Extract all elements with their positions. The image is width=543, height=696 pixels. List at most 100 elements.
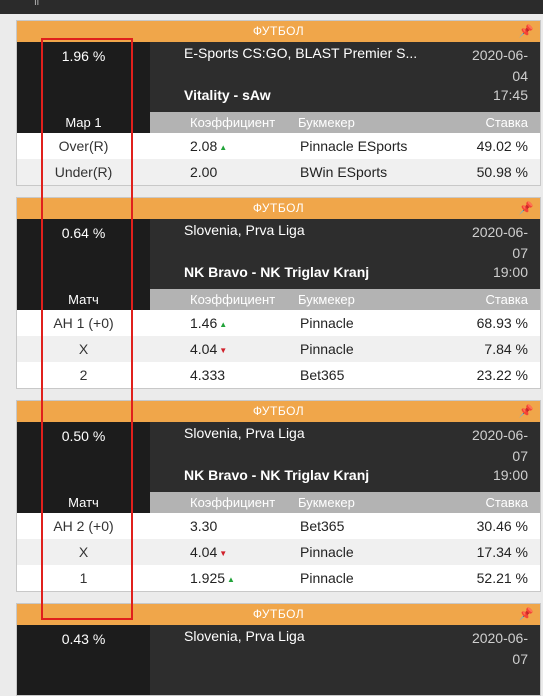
bookmaker[interactable]: Bet365 (300, 367, 345, 383)
column-headers: Коэффициент Букмекер Ставка (150, 492, 540, 513)
coefficient: 4.04 ▼ (190, 336, 227, 365)
profit-percent: 0.50 % (17, 422, 150, 492)
odds-values: 1.46 ▲ Pinnacle 68.93 % (150, 310, 540, 336)
pin-icon[interactable]: 📌 (518, 24, 534, 38)
category-label: ФУТБОЛ (252, 24, 305, 38)
event-date-year-month: 2020-06- (471, 224, 528, 240)
category-bar: ФУТБОЛ 📌 (17, 21, 540, 42)
event-date-day: 07 (512, 448, 528, 464)
arrow-down-icon: ▼ (219, 549, 228, 558)
outcome: X (17, 539, 150, 565)
league-name: Slovenia, Prva Liga (184, 222, 305, 238)
arrow-down-icon: ▼ (219, 346, 228, 355)
odds-header: Матч Коэффициент Букмекер Ставка (17, 492, 540, 513)
column-bookmaker: Букмекер (298, 115, 355, 130)
top-toolbar-strip: ıl (0, 0, 543, 14)
coefficient: 3.30 (190, 513, 217, 539)
outcome: 1 (79, 570, 88, 586)
outcome: 2 (79, 367, 88, 383)
coefficient-value: 4.04 (190, 341, 218, 357)
league-name: Slovenia, Prva Liga (184, 628, 305, 644)
event-details: Slovenia, Prva Liga NK Bravo - NK Trigla… (150, 422, 540, 492)
coefficient-value: 2.00 (190, 164, 218, 180)
odds-row[interactable]: X 4.04 ▼ Pinnacle 17.34 % (17, 539, 540, 565)
event-time: 17:45 (492, 87, 528, 103)
column-stake: Ставка (485, 495, 528, 510)
coefficient-value: 1.46 (190, 315, 218, 331)
arb-card[interactable]: ФУТБОЛ 📌 0.43 % Slovenia, Prva Liga 2020… (16, 603, 541, 696)
market-name: Map 1 (17, 112, 150, 133)
profit-percent: 0.43 % (17, 625, 150, 695)
coefficient: 1.46 ▲ (190, 310, 227, 339)
category-label: ФУТБОЛ (252, 201, 305, 215)
outcome: Over(R) (58, 138, 109, 154)
event-details: Slovenia, Prva Liga 2020-06- 07 (150, 625, 540, 695)
event-date: 2020-06- 07 (472, 628, 528, 670)
stake: 17.34 % (476, 544, 528, 560)
bookmaker[interactable]: BWin ESports (300, 164, 388, 180)
stake: 30.46 % (476, 518, 528, 534)
category-bar: ФУТБОЛ 📌 (17, 198, 540, 219)
column-stake: Ставка (485, 115, 528, 130)
bookmaker[interactable]: Pinnacle (300, 544, 354, 560)
coefficient: 4.333 (190, 362, 225, 388)
odds-row[interactable]: 1 1.925 ▲ Pinnacle 52.21 % (17, 565, 540, 591)
pin-icon[interactable]: 📌 (518, 201, 534, 215)
odds-values: 4.04 ▼ Pinnacle 17.34 % (150, 539, 540, 565)
odds-values: 1.925 ▲ Pinnacle 52.21 % (150, 565, 540, 591)
bookmaker[interactable]: Pinnacle (300, 315, 354, 331)
odds-row[interactable]: Under(R) 2.00 BWin ESports 50.98 % (17, 159, 540, 185)
match-name[interactable]: NK Bravo - NK Triglav Kranj (184, 467, 370, 483)
coefficient: 4.04 ▼ (190, 539, 227, 568)
event-details: Slovenia, Prva Liga NK Bravo - NK Trigla… (150, 219, 540, 289)
category-bar: ФУТБОЛ 📌 (17, 401, 540, 422)
bookmaker[interactable]: Pinnacle (300, 341, 354, 357)
bookmaker[interactable]: Pinnacle (300, 570, 354, 586)
odds-row[interactable]: Over(R) 2.08 ▲ Pinnacle ESports 49.02 % (17, 133, 540, 159)
arbitrage-list: ФУТБОЛ 📌 1.96 % E-Sports CS:GO, BLAST Pr… (16, 20, 541, 696)
market-name: Матч (17, 289, 150, 310)
event-date-year-month: 2020-06- (471, 47, 528, 63)
odds-row[interactable]: X 4.04 ▼ Pinnacle 7.84 % (17, 336, 540, 362)
coefficient: 2.00 (190, 159, 217, 185)
match-name[interactable]: NK Bravo - NK Triglav Kranj (184, 264, 370, 280)
arrow-up-icon: ▲ (219, 143, 228, 152)
bookmaker[interactable]: Pinnacle ESports (300, 138, 408, 154)
event-info: 0.50 % Slovenia, Prva Liga NK Bravo - NK… (17, 422, 540, 492)
arb-card[interactable]: ФУТБОЛ 📌 0.64 % Slovenia, Prva Liga NK B… (16, 197, 541, 389)
event-date: 2020-06- 07 (472, 425, 528, 467)
odds-values: 3.30 Bet365 30.46 % (150, 513, 540, 539)
event-date-year-month: 2020-06- (471, 427, 528, 443)
profit-percent: 0.64 % (17, 219, 150, 289)
market-name: Матч (17, 492, 150, 513)
event-info: 0.43 % Slovenia, Prva Liga 2020-06- 07 (17, 625, 540, 695)
stake: 68.93 % (476, 315, 528, 331)
arb-card[interactable]: ФУТБОЛ 📌 0.50 % Slovenia, Prva Liga NK B… (16, 400, 541, 592)
arrow-up-icon: ▲ (227, 575, 235, 584)
pin-icon[interactable]: 📌 (518, 607, 534, 621)
stake: 50.98 % (476, 164, 528, 180)
category-label: ФУТБОЛ (252, 404, 305, 418)
odds-header: Матч Коэффициент Букмекер Ставка (17, 289, 540, 310)
bookmaker[interactable]: Bet365 (300, 518, 345, 534)
odds-row[interactable]: AH 1 (+0) 1.46 ▲ Pinnacle 68.93 % (17, 310, 540, 336)
event-date: 2020-06- 04 (472, 45, 528, 87)
column-bookmaker: Букмекер (298, 495, 355, 510)
stake: 23.22 % (476, 367, 528, 383)
column-bookmaker: Букмекер (298, 292, 355, 307)
odds-values: 2.00 BWin ESports 50.98 % (150, 159, 540, 185)
match-name[interactable]: Vitality - sAw (184, 87, 271, 103)
arrow-up-icon: ▲ (219, 320, 228, 329)
league-name: E-Sports CS:GO, BLAST Premier S... (184, 45, 418, 61)
event-date-day: 07 (512, 651, 528, 667)
event-date-year-month: 2020-06- (471, 630, 528, 646)
outcome: AH 2 (+0) (53, 518, 114, 534)
coefficient-value: 2.08 (190, 138, 218, 154)
column-coef: Коэффициент (190, 495, 276, 510)
column-headers: Коэффициент Букмекер Ставка (150, 289, 540, 310)
odds-row[interactable]: 2 4.333 Bet365 23.22 % (17, 362, 540, 388)
odds-row[interactable]: AH 2 (+0) 3.30 Bet365 30.46 % (17, 513, 540, 539)
pin-icon[interactable]: 📌 (518, 404, 534, 418)
arb-card[interactable]: ФУТБОЛ 📌 1.96 % E-Sports CS:GO, BLAST Pr… (16, 20, 541, 186)
odds-header: Map 1 Коэффициент Букмекер Ставка (17, 112, 540, 133)
